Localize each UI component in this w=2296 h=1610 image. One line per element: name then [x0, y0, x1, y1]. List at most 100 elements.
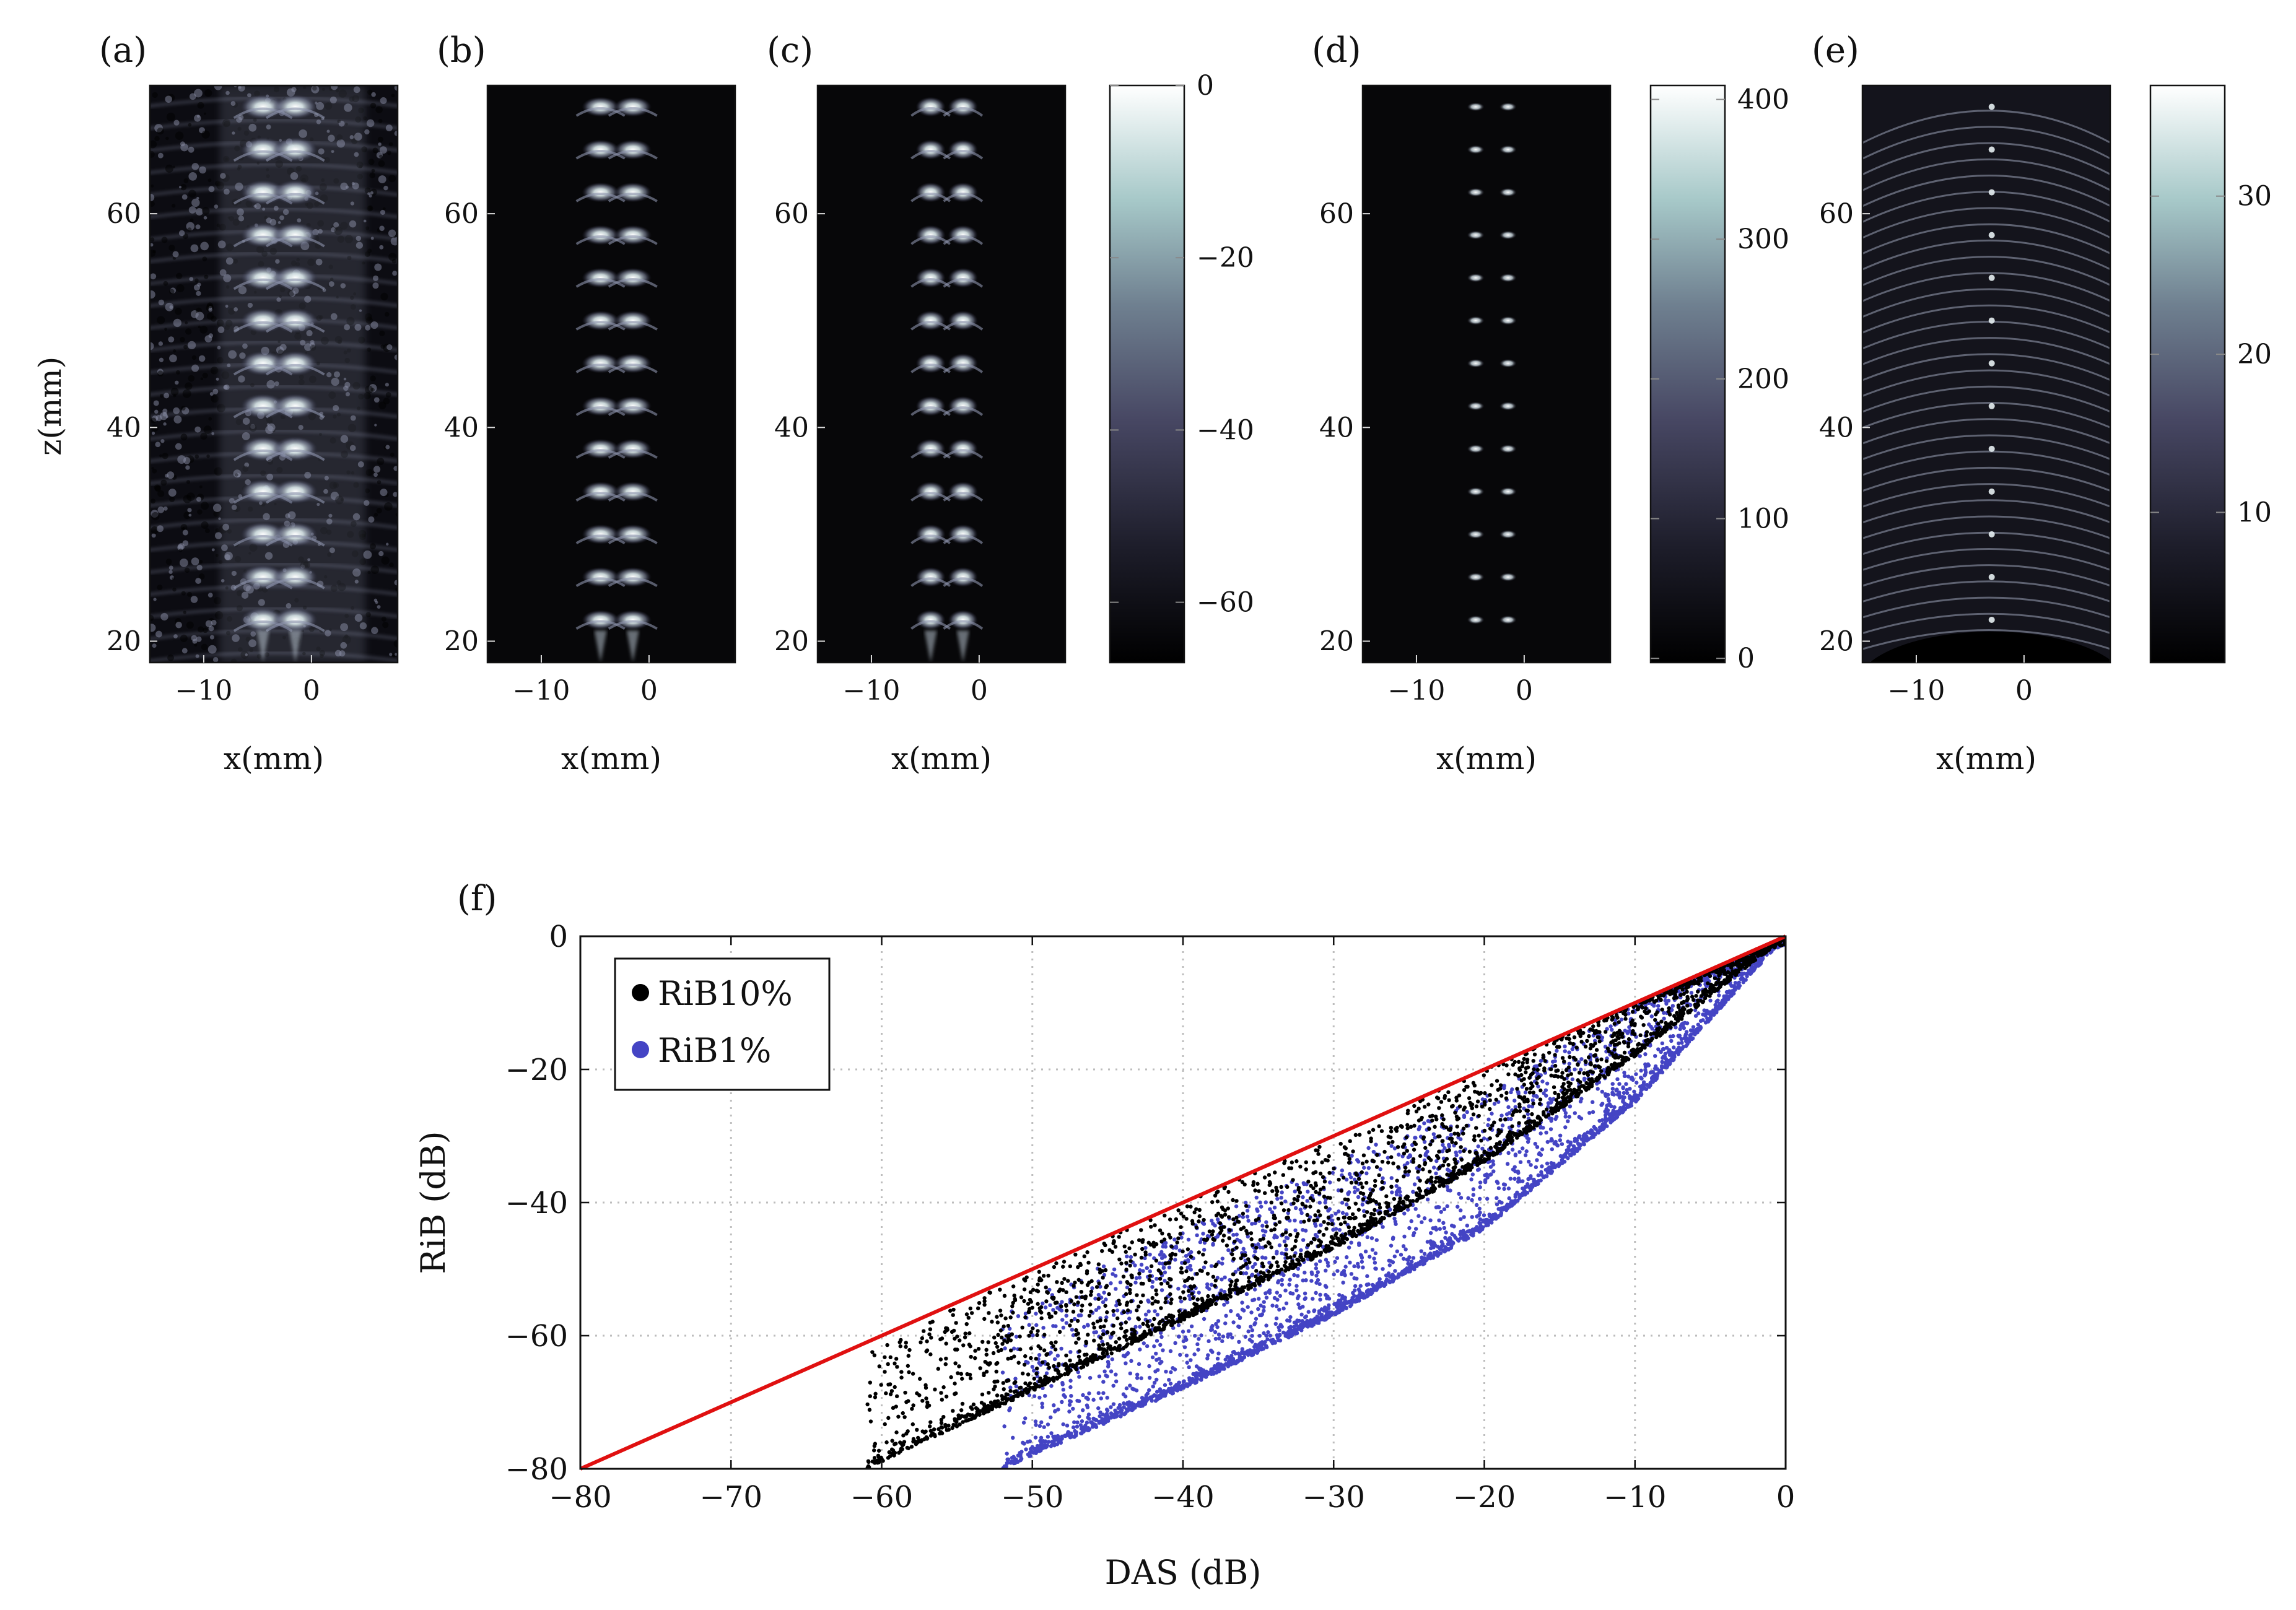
scatter-point: [1688, 1003, 1693, 1007]
scatter-point: [1360, 1260, 1364, 1264]
scatter-point: [1120, 1411, 1125, 1416]
speckle-grain: [199, 325, 208, 334]
scatter-point: [1133, 1325, 1138, 1329]
speckle-grain: [173, 318, 182, 328]
scatter-point: [1294, 1288, 1299, 1293]
scatter-point: [1442, 1207, 1447, 1212]
scatter-point: [1625, 1090, 1630, 1095]
scatter-point: [1310, 1272, 1314, 1276]
scatter-point: [1432, 1241, 1436, 1245]
scatter-point: [1161, 1253, 1166, 1258]
scatter-point: [1539, 1058, 1543, 1063]
scatter-point: [1372, 1288, 1376, 1292]
scatter-point: [1268, 1207, 1272, 1211]
scatter-point: [1374, 1142, 1378, 1147]
scatter-point: [1211, 1372, 1216, 1376]
speckle-grain: [196, 636, 202, 642]
scatter-point: [1286, 1211, 1290, 1216]
speckle-grain: [380, 97, 387, 105]
scatter-point: [1445, 1204, 1449, 1209]
scatter-point: [1237, 1339, 1241, 1344]
scatter-point: [1226, 1332, 1231, 1337]
scatter-point: [1622, 1074, 1627, 1078]
scatter-point: [1294, 1284, 1299, 1288]
scatter-point: [1186, 1237, 1191, 1242]
speckle-grain: [195, 224, 201, 230]
speckle-grain: [196, 290, 201, 296]
scatter-point: [1064, 1313, 1068, 1318]
sidelobe: [265, 578, 325, 590]
scatter-point: [1577, 1115, 1581, 1120]
speckle-grain: [176, 284, 185, 292]
scatter-point: [1209, 1264, 1214, 1268]
scatter-point: [1049, 1383, 1054, 1388]
scatter-point: [1088, 1293, 1093, 1297]
scatter-point: [1725, 994, 1730, 999]
scatter-point: [1143, 1401, 1148, 1406]
scatter-point: [1205, 1282, 1210, 1287]
scatter-point: [884, 1391, 888, 1396]
scatter-point: [1431, 1132, 1436, 1136]
scatter-point: [1603, 1109, 1607, 1114]
scatter-point: [1523, 1192, 1527, 1197]
speckle-grain: [150, 201, 155, 207]
scatter-point: [1277, 1220, 1282, 1224]
speckle-grain: [197, 509, 203, 515]
scatter-point: [1169, 1370, 1173, 1375]
scatter-point: [1748, 971, 1753, 976]
arc-line: [1862, 483, 2110, 508]
scatter-point: [1075, 1424, 1080, 1429]
scatter-point: [1163, 1383, 1168, 1387]
scatter-point: [1387, 1258, 1391, 1263]
speckle-grain: [151, 526, 159, 534]
scatter-point: [1657, 1070, 1662, 1074]
speckle-grain: [386, 542, 389, 546]
scatter-point: [1273, 1321, 1278, 1326]
panel-frame: [816, 84, 1067, 664]
scatter-point: [1509, 1116, 1513, 1121]
scatter-point: [1656, 1047, 1661, 1051]
tail-artifact: [594, 630, 607, 663]
scatter-point: [1644, 1087, 1649, 1092]
x-tick-label: 0: [640, 675, 658, 707]
speckle-grain: [211, 432, 215, 435]
scatter-point: [1034, 1312, 1038, 1316]
speckle-grain: [379, 154, 383, 159]
scatter-point: [1324, 1258, 1329, 1262]
scatter-point: [1573, 1067, 1577, 1072]
scatter-point: [1439, 1209, 1443, 1214]
scatter-point: [1042, 1425, 1046, 1429]
speckle-grain: [180, 433, 188, 441]
speckle-grain: [154, 409, 159, 414]
z-tick-label: 20: [774, 625, 809, 657]
scatter-point: [1168, 1349, 1173, 1354]
x-axis-label: x(mm): [1436, 741, 1537, 777]
scatter-point: [1399, 1271, 1403, 1276]
speckle-grain: [365, 324, 371, 331]
scatter-point: [1478, 1217, 1483, 1222]
scatter-point: [1033, 1419, 1038, 1424]
speckle-grain: [160, 439, 165, 443]
speckle-grain: [200, 432, 207, 440]
scatter-point: [1586, 1138, 1591, 1142]
scatter-point: [1562, 1159, 1567, 1164]
scatter-point: [1516, 1169, 1521, 1174]
scatter-point: [1043, 1394, 1047, 1398]
speckle-grain: [150, 290, 155, 299]
scatter-point: [1159, 1360, 1164, 1364]
scatter-point: [1176, 1382, 1181, 1386]
image-background: [487, 85, 735, 663]
scatterer: [948, 567, 978, 587]
scatter-point: [1264, 1200, 1268, 1204]
scatterer: [614, 310, 652, 331]
colorbar-tick-label: 0: [1737, 643, 1755, 674]
scatter-point: [1179, 1235, 1184, 1240]
scatter-point: [1169, 1245, 1174, 1249]
scatter-point: [1341, 1281, 1345, 1285]
scatter-point: [1417, 1125, 1422, 1129]
scatter-point: [1295, 1318, 1299, 1323]
speckle-grain: [372, 282, 379, 289]
scatter-point: [1668, 1034, 1673, 1038]
scatter-point: [1176, 1286, 1181, 1291]
arc-line: [1862, 304, 2110, 334]
